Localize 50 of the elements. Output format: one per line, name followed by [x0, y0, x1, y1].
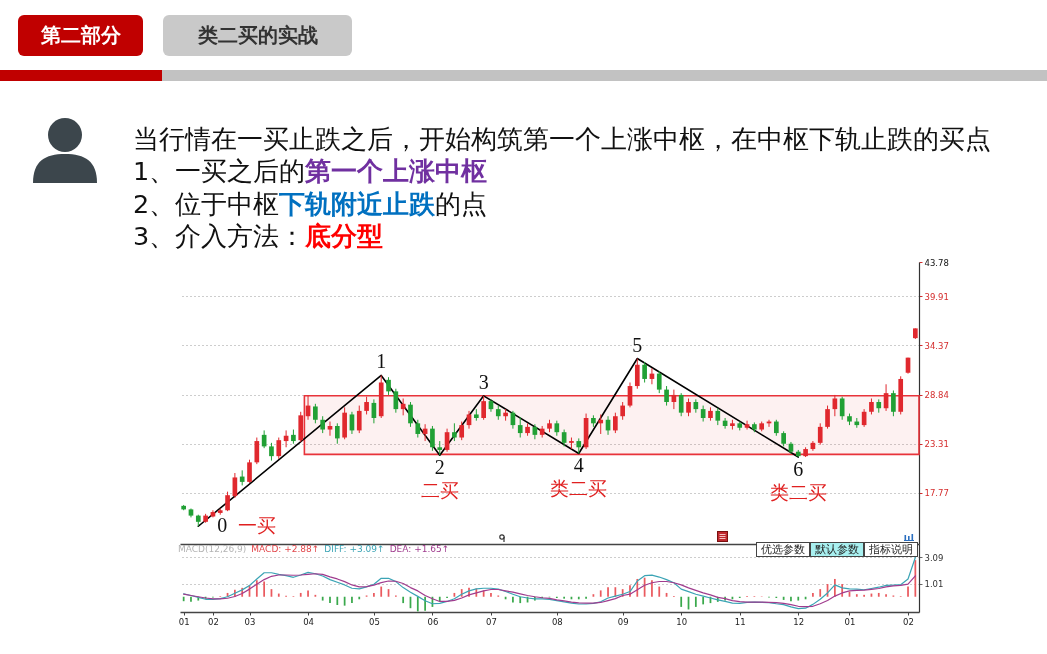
annotation: 一买 [238, 515, 277, 537]
text: DIFF: +3.09↑ [324, 544, 385, 554]
x-tick-label: 06 [427, 616, 439, 627]
x-tick-label: 02 [903, 616, 914, 627]
x-tick-label: 07 [486, 616, 497, 627]
text: 3、介入方法： [133, 221, 306, 251]
x-tick-label: 04 [303, 616, 314, 627]
annotation: 3 [478, 370, 489, 393]
text: 当行情在一买止跌之后，开始构筑第一个上涨中枢，在中枢下轨止跌的买点 [133, 124, 991, 154]
text: DEA: +1.65↑ [389, 544, 450, 554]
x-tick-label: 11 [734, 616, 746, 627]
annotation: 4 [573, 454, 584, 477]
annotation: 二买 [420, 480, 459, 502]
chart-title: 类二买的实战 [163, 15, 352, 56]
x-tick-label: 05 [368, 616, 380, 627]
text: 底分型 [305, 221, 384, 251]
y-tick-label: 23.31 [924, 439, 949, 450]
text: 的点 [435, 189, 488, 219]
annotation: 类二买 [550, 478, 608, 500]
x-tick-label: 08 [551, 616, 563, 627]
annotation: 5 [632, 333, 643, 356]
x-tick-label: 09 [617, 616, 629, 627]
x-tick-label: 10 [676, 616, 688, 627]
y-tick-label: 17.77 [924, 488, 949, 499]
button: 默认参数 [810, 542, 864, 557]
x-tick-label: 02 [208, 616, 219, 627]
annotation: 6 [793, 458, 804, 481]
y-tick-label: 34.37 [924, 341, 949, 351]
y-tick-label: 43.78 [924, 257, 949, 268]
annotation: 类二买 [769, 482, 827, 504]
text: MACD: +2.88↑ [251, 544, 320, 554]
x-tick-label: 03 [244, 616, 256, 627]
x-tick-label: 01 [844, 616, 856, 627]
y-tick-label: 28.84 [924, 390, 949, 401]
button: 优选参数 [756, 542, 810, 557]
chart-title: MACD(12,26,9) [178, 544, 247, 554]
y-tick-label: 39.91 [924, 291, 949, 302]
text: 第二部分 [18, 15, 143, 56]
text: 2、位于中枢 [133, 189, 280, 219]
button: 指标说明 [864, 542, 918, 557]
x-tick-label: 01 [178, 616, 190, 627]
text: 下轨附近止跌 [279, 189, 436, 219]
x-tick-label: 12 [793, 616, 805, 627]
text: 第一个上涨中枢 [305, 156, 488, 186]
text: 1、一买之后的 [133, 156, 306, 186]
annotation: 2 [434, 456, 445, 479]
annotation: 0 [217, 514, 228, 537]
annotation: 1 [376, 350, 387, 373]
y-tick-label: 1.01 [924, 579, 944, 590]
y-tick-label: 3.09 [924, 552, 944, 563]
